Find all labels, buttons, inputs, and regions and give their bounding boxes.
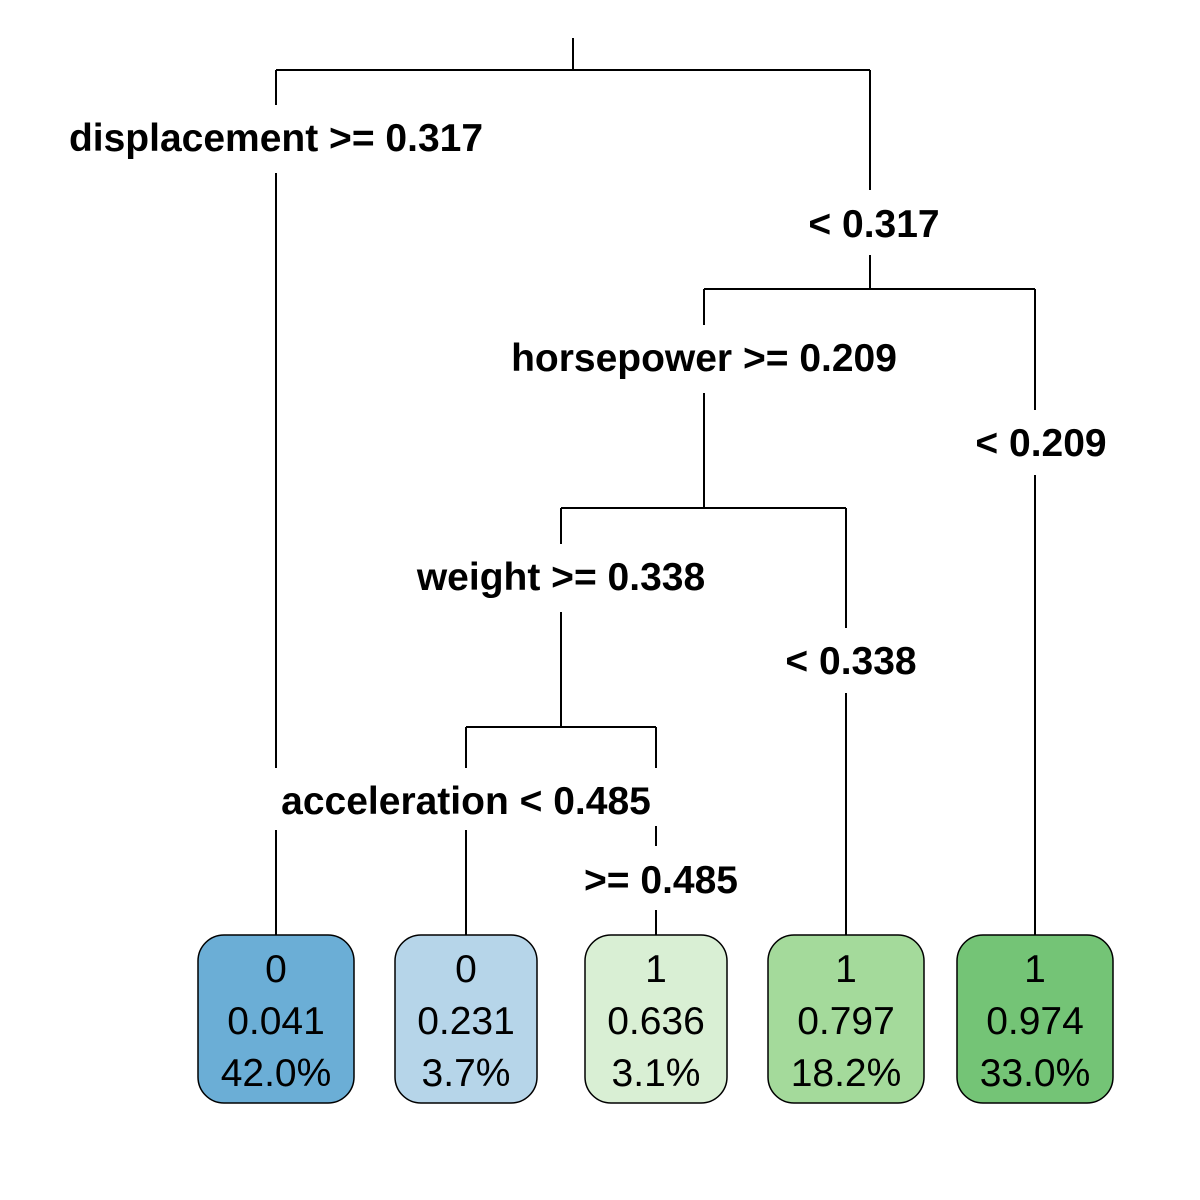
leaf-box — [394, 934, 538, 1104]
leaf-box — [956, 934, 1114, 1104]
split-n3-left-label: weight >= 0.338 — [416, 556, 705, 599]
split-labels: displacement >= 0.317 < 0.317 horsepower… — [69, 117, 1107, 902]
leaf-nodes: 0 0.041 42.0% 0 0.231 3.7% 1 0.636 3.1% … — [197, 934, 1114, 1104]
split-n4-right-label: >= 0.485 — [584, 859, 738, 902]
leaf-percentage: 42.0% — [221, 1052, 332, 1095]
leaf-class: 1 — [645, 948, 667, 991]
leaf-node: 0 0.041 42.0% — [197, 934, 355, 1104]
tree-edges — [275, 38, 1036, 935]
split-n3-right-label: < 0.338 — [785, 640, 916, 683]
split-n2-right-label: < 0.209 — [975, 422, 1106, 465]
leaf-box — [767, 934, 925, 1104]
leaf-node: 1 0.974 33.0% — [956, 934, 1114, 1104]
split-root-left-label: displacement >= 0.317 — [69, 117, 483, 160]
leaf-percentage: 3.7% — [422, 1052, 511, 1095]
leaf-probability: 0.974 — [986, 1000, 1084, 1043]
split-n2-left-label: horsepower >= 0.209 — [511, 337, 897, 380]
leaf-percentage: 33.0% — [980, 1052, 1091, 1095]
leaf-probability: 0.636 — [607, 1000, 705, 1043]
leaf-probability: 0.041 — [227, 1000, 325, 1043]
leaf-probability: 0.231 — [417, 1000, 515, 1043]
leaf-node: 1 0.636 3.1% — [584, 934, 728, 1104]
leaf-percentage: 18.2% — [791, 1052, 902, 1095]
leaf-box — [197, 934, 355, 1104]
leaf-probability: 0.797 — [797, 1000, 895, 1043]
leaf-class: 0 — [455, 948, 477, 991]
leaf-node: 1 0.797 18.2% — [767, 934, 925, 1104]
split-n4-left-label: acceleration < 0.485 — [281, 780, 651, 823]
leaf-node: 0 0.231 3.7% — [394, 934, 538, 1104]
leaf-box — [584, 934, 728, 1104]
split-root-right-label: < 0.317 — [808, 203, 939, 246]
leaf-class: 1 — [835, 948, 857, 991]
leaf-class: 1 — [1024, 948, 1046, 991]
leaf-class: 0 — [265, 948, 287, 991]
leaf-percentage: 3.1% — [612, 1052, 701, 1095]
